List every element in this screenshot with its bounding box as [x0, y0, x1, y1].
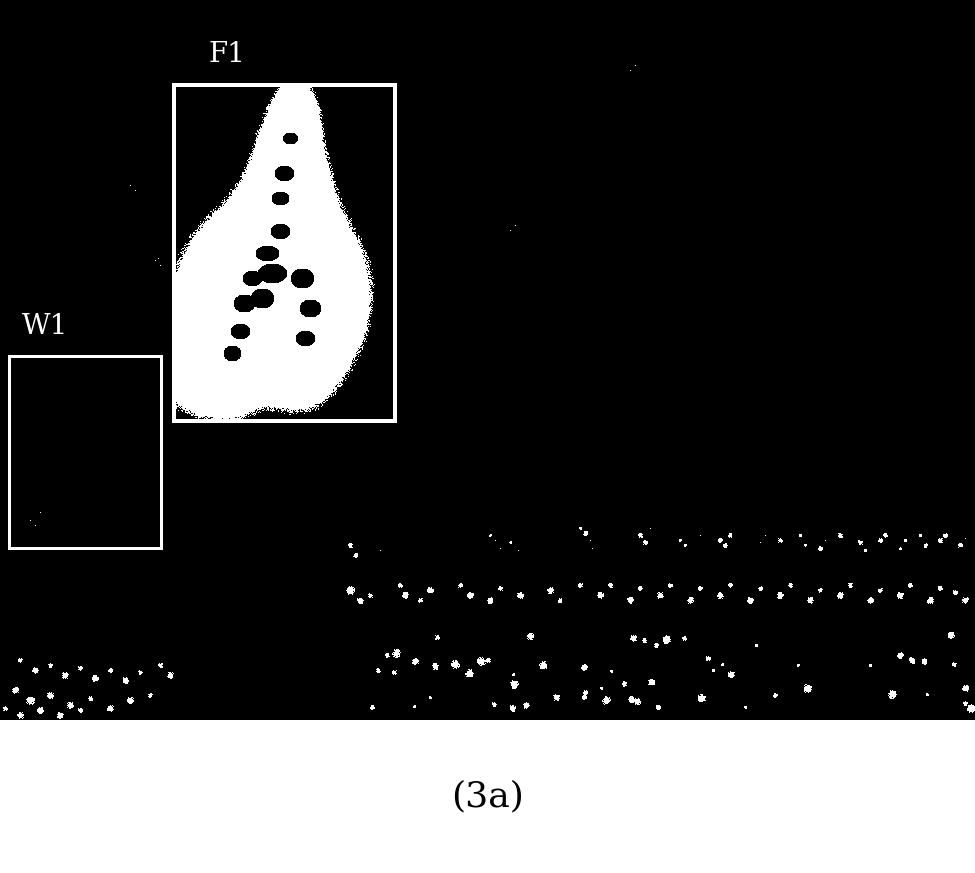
- Text: W1: W1: [22, 313, 68, 340]
- Text: F1: F1: [208, 41, 245, 68]
- Text: (3a): (3a): [451, 779, 524, 813]
